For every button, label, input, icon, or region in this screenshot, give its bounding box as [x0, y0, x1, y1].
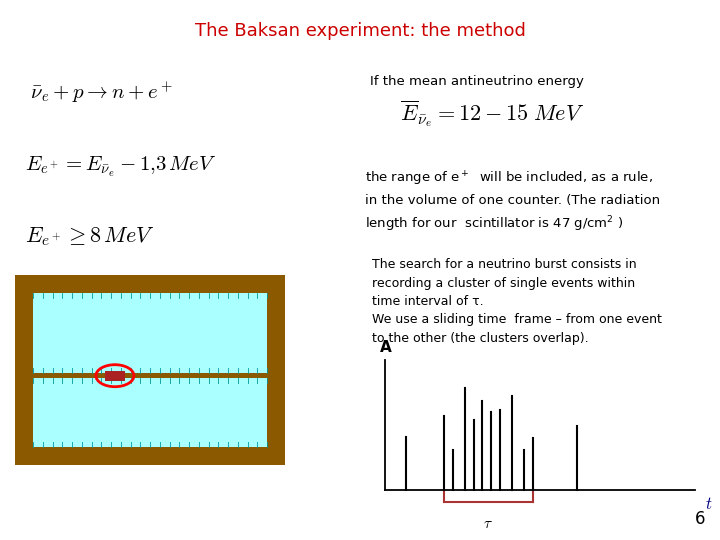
Text: $E_{e^+} = E_{\bar{\nu}_e} - 1{,}3\,MeV$: $E_{e^+} = E_{\bar{\nu}_e} - 1{,}3\,MeV$ [25, 155, 217, 179]
Bar [15, 275, 33, 465]
Bar [33, 368, 267, 373]
Text: $\tau$: $\tau$ [483, 516, 493, 531]
Bar [33, 378, 267, 383]
Bar [15, 275, 285, 293]
Text: $\bar{\nu}_e + p \rightarrow n + e^+$: $\bar{\nu}_e + p \rightarrow n + e^+$ [30, 80, 174, 105]
Text: $E_{e^+} \geq 8\,MeV$: $E_{e^+} \geq 8\,MeV$ [25, 225, 155, 248]
Bar [33, 442, 267, 447]
Bar [15, 368, 285, 383]
Text: $t$: $t$ [705, 495, 713, 513]
Text: A: A [380, 340, 392, 355]
Text: 6: 6 [695, 510, 705, 528]
Text: The Baksan experiment: the method: The Baksan experiment: the method [194, 22, 526, 40]
Text: If the mean antineutrino energy: If the mean antineutrino energy [370, 75, 584, 88]
Text: $\overline{E}_{\bar{\nu}_e}= 12- 15\; MeV$: $\overline{E}_{\bar{\nu}_e}= 12- 15\; Me… [400, 98, 584, 129]
Bar [267, 275, 285, 465]
Text: the range of e$^+$  will be included, as a rule,
in the volume of one counter. (: the range of e$^+$ will be included, as … [365, 170, 660, 234]
Bar [15, 275, 285, 465]
Bar [105, 370, 125, 381]
Text: The search for a neutrino burst consists in
recording a cluster of single events: The search for a neutrino burst consists… [372, 258, 662, 345]
Bar [33, 293, 267, 298]
Bar [15, 447, 285, 465]
